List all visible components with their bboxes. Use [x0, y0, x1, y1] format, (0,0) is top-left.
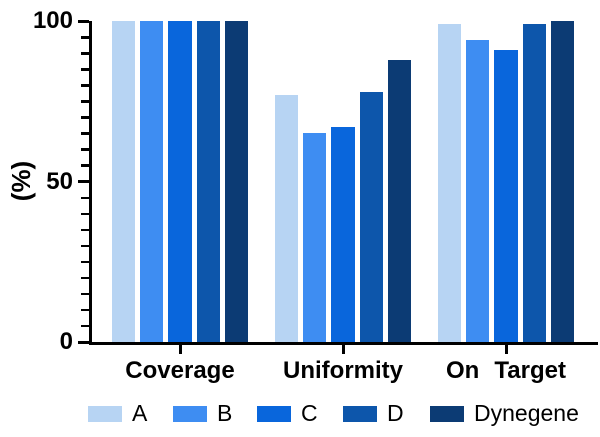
y-minor-tick	[81, 196, 89, 200]
legend-label-A: A	[132, 400, 148, 426]
bar-A-Coverage	[111, 21, 136, 342]
bar-A-On Target	[437, 24, 462, 342]
y-minor-tick	[81, 164, 89, 167]
y-minor-tick	[81, 228, 89, 232]
legend-swatch-Dynegene	[430, 406, 464, 422]
y-tick-label: 0	[59, 328, 73, 355]
bar-D-Coverage	[196, 21, 221, 342]
y-major-tick	[78, 19, 89, 23]
y-minor-tick	[81, 260, 89, 264]
legend-label-D: D	[387, 400, 404, 426]
bar-C-On Target	[494, 49, 518, 342]
legend-swatch-D	[343, 406, 377, 422]
y-minor-tick	[81, 84, 89, 87]
legend-swatch-B	[173, 406, 207, 422]
y-minor-tick	[81, 148, 89, 151]
y-minor-tick	[81, 276, 89, 280]
x-group-tick	[178, 345, 182, 354]
bar-B-Uniformity	[302, 133, 327, 342]
y-minor-tick	[81, 292, 89, 296]
y-minor-tick	[81, 308, 89, 312]
y-minor-tick	[81, 324, 89, 328]
legend-label-Dynegene: Dynegene	[474, 400, 579, 426]
bar-Dynegene-Coverage	[224, 21, 249, 342]
y-minor-tick	[81, 244, 89, 248]
x-category-label: On Target	[446, 357, 566, 384]
legend-label-B: B	[217, 400, 233, 426]
legend-swatch-C	[257, 406, 291, 422]
y-tick-label: 100	[32, 7, 73, 34]
x-category-label: Uniformity	[283, 357, 403, 384]
x-group-tick	[341, 345, 345, 354]
y-minor-tick	[81, 52, 89, 55]
y-tick-label: 50	[46, 167, 73, 195]
legend-swatch-A	[88, 406, 122, 422]
y-minor-tick	[81, 116, 89, 119]
bar-C-Uniformity	[331, 126, 355, 342]
bar-D-Uniformity	[359, 91, 384, 342]
bar-D-On Target	[522, 24, 547, 342]
y-minor-tick	[81, 36, 89, 39]
y-minor-tick	[81, 212, 89, 216]
y-minor-tick	[81, 68, 89, 71]
bar-A-Uniformity	[274, 94, 299, 342]
bar-B-On Target	[465, 40, 490, 342]
bar-C-Coverage	[168, 21, 192, 342]
x-axis-line	[89, 342, 598, 345]
bar-Dynegene-Uniformity	[387, 59, 412, 342]
bar-Dynegene-On Target	[550, 21, 575, 342]
y-minor-tick	[81, 132, 89, 135]
x-category-label: Coverage	[125, 357, 235, 384]
x-group-tick	[504, 345, 508, 354]
y-major-tick	[78, 340, 89, 344]
legend-label-C: C	[301, 400, 318, 426]
y-minor-tick	[81, 100, 89, 103]
y-major-tick	[78, 180, 89, 183]
bar-B-Coverage	[139, 21, 164, 342]
y-axis-line	[89, 21, 92, 345]
